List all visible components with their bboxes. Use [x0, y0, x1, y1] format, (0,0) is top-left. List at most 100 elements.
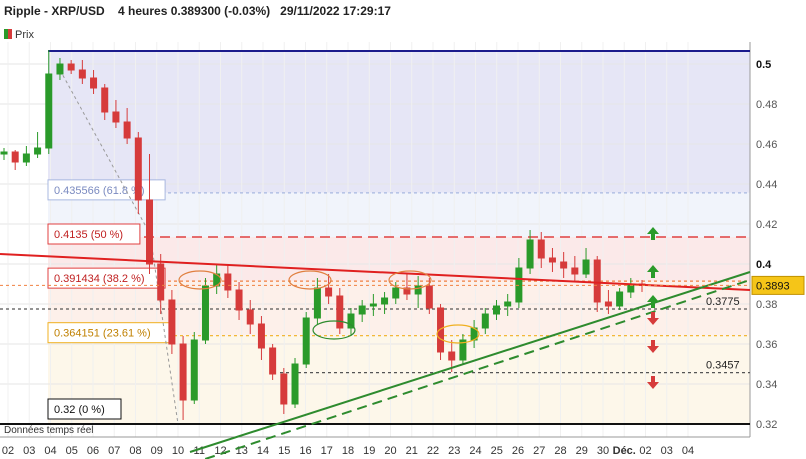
current-price-box — [751, 275, 805, 295]
x-tick-label: 19 — [363, 445, 375, 457]
x-tick-label: 07 — [108, 445, 120, 457]
y-tick-label: 0.32 — [756, 419, 777, 431]
y-tick-label: 0.36 — [756, 339, 777, 351]
candle-body — [11, 151, 19, 163]
x-tick-label: 04 — [682, 445, 694, 457]
realtime-note: Données temps réel — [4, 425, 94, 436]
candle-body — [448, 351, 456, 361]
candle-body — [582, 259, 590, 275]
candle-body — [604, 301, 612, 307]
candle-body — [358, 305, 366, 315]
x-tick-label: 14 — [257, 445, 269, 457]
x-tick-label: 11 — [194, 445, 205, 457]
candle-body — [325, 287, 333, 297]
projection-trace — [59, 69, 151, 235]
candle-body — [381, 297, 389, 305]
x-tick-label: 18 — [342, 445, 354, 457]
candle-body — [437, 307, 445, 353]
candle-body — [481, 313, 489, 329]
candle-body — [571, 267, 579, 275]
chart-header: Ripple - XRP/USD 4 heures 0.389300 (-0.0… — [4, 4, 391, 18]
x-tick-label: 09 — [151, 445, 163, 457]
fib-zone-top — [48, 51, 750, 193]
current-price-label: 0.3893 — [756, 280, 790, 292]
candle-body — [526, 239, 534, 269]
fib-label-box — [47, 223, 141, 245]
resistance-trendline — [0, 253, 751, 291]
y-tick-label: 0.48 — [756, 99, 777, 111]
support-ellipse — [312, 320, 356, 340]
candle-body — [190, 339, 198, 401]
up-arrow-icon — [647, 295, 659, 308]
down-arrow-icon — [647, 376, 659, 389]
x-tick-label: Déc. — [613, 445, 636, 457]
fib-zone-236 — [48, 335, 750, 424]
down-arrow-icon — [647, 312, 659, 325]
x-tick-label: 12 — [214, 445, 226, 457]
candle-body — [235, 289, 243, 311]
price-change: (-0.03%) — [224, 4, 271, 18]
candle-body — [34, 147, 42, 155]
candle-body — [369, 303, 377, 307]
candle-body — [560, 261, 568, 269]
y-tick-label: 0.44 — [756, 179, 777, 191]
price-level-label: 0.3775 — [706, 296, 740, 308]
projection-trace-2 — [149, 233, 179, 425]
x-tick-label: 25 — [491, 445, 503, 457]
candle-body — [0, 151, 8, 155]
candle-body — [56, 63, 64, 75]
candle-body — [257, 323, 265, 349]
x-tick-label: 21 — [406, 445, 418, 457]
fib-label: 0.4135 (50 %) — [54, 229, 123, 241]
candle-body — [168, 299, 176, 345]
x-tick-label: 27 — [533, 445, 545, 457]
candle-body — [504, 301, 512, 307]
candle-body — [90, 77, 98, 89]
candle-body — [616, 291, 624, 307]
resistance-ellipse — [288, 270, 332, 290]
y-tick-label: 0.38 — [756, 299, 777, 311]
support-trendline-dashed — [202, 279, 751, 459]
candle-body — [134, 137, 142, 201]
candle-body — [201, 285, 209, 341]
candle-body — [246, 309, 254, 325]
fib-label-box — [47, 398, 122, 420]
candle-body — [548, 257, 556, 263]
x-tick-label: 02 — [2, 445, 14, 457]
x-tick-label: 15 — [278, 445, 290, 457]
candle-body — [403, 287, 411, 295]
candle-body — [392, 287, 400, 299]
candle-body — [347, 313, 355, 329]
candle-body — [302, 317, 310, 365]
series-legend[interactable]: Prix — [4, 29, 34, 41]
candle-body — [269, 347, 277, 375]
fib-label: 0.435566 (61.8 %) — [54, 185, 145, 197]
fib-label: 0.32 (0 %) — [54, 404, 105, 416]
timestamp: 29/11/2022 17:29:17 — [280, 4, 391, 18]
series-color-icon — [4, 29, 8, 39]
legend-prix-label: Prix — [15, 29, 34, 41]
price-level-label: 0.3457 — [706, 360, 740, 372]
resistance-ellipse — [178, 270, 222, 290]
x-tick-label: 16 — [299, 445, 311, 457]
candle-body — [593, 259, 601, 303]
x-tick-label: 29 — [576, 445, 588, 457]
candle-body — [123, 121, 131, 139]
candle-body — [313, 287, 321, 319]
x-tick-label: 08 — [129, 445, 141, 457]
x-tick-label: 17 — [321, 445, 333, 457]
candle-body — [179, 343, 187, 401]
x-tick-label: 22 — [427, 445, 439, 457]
x-tick-label: 23 — [448, 445, 460, 457]
x-tick-label: 04 — [44, 445, 56, 457]
candle-body — [336, 295, 344, 329]
candle-body — [414, 285, 422, 295]
last-price: 0.389300 — [170, 4, 221, 18]
candle-body — [425, 285, 433, 309]
x-tick-label: 26 — [512, 445, 524, 457]
candle-body — [280, 373, 288, 405]
y-tick-label: 0.46 — [756, 139, 777, 151]
x-tick-label: 02 — [639, 445, 651, 457]
support-ellipse-236 — [436, 324, 480, 344]
up-arrow-icon — [647, 265, 659, 278]
